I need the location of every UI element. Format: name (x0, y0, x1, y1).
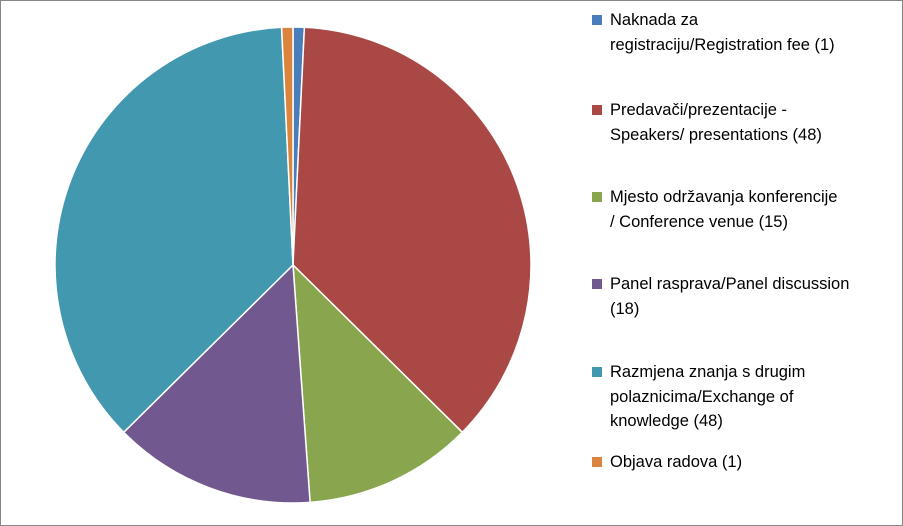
legend-item-venue: Mjesto održavanja konferencije / Confere… (592, 185, 892, 234)
legend-item-registration-fee: Naknada za registraciju/Registration fee… (592, 8, 892, 57)
legend-label: Objava radova (1) (610, 453, 743, 471)
pie-slice-2 (292, 263, 464, 504)
legend-label: Mjesto održavanja konferencije / Confere… (610, 188, 838, 231)
pie-slice-1 (292, 26, 532, 434)
pie-slice-3 (122, 263, 311, 504)
legend-label: Predavači/prezentacije - Speakers/ prese… (610, 101, 822, 144)
legend-item-panel: Panel rasprava/Panel discussion (18) (592, 272, 892, 321)
legend-swatch (592, 105, 602, 115)
legend-swatch (592, 279, 602, 289)
legend-swatch (592, 367, 602, 377)
legend-label: Naknada za registraciju/Registration fee… (610, 11, 835, 54)
legend-item-speakers: Predavači/prezentacije - Speakers/ prese… (592, 98, 892, 147)
legend-swatch (592, 15, 602, 25)
pie-slice-5 (280, 26, 294, 266)
legend-swatch (592, 457, 602, 467)
legend-swatch (592, 192, 602, 202)
pie-slice-4 (54, 26, 294, 434)
legend-label: Panel rasprava/Panel discussion (18) (610, 275, 850, 318)
legend-label: Razmjena znanja s drugim polaznicima/Exc… (610, 363, 806, 430)
legend-item-knowledge: Razmjena znanja s drugim polaznicima/Exc… (592, 360, 892, 434)
legend-item-papers: Objava radova (1) (592, 450, 892, 475)
